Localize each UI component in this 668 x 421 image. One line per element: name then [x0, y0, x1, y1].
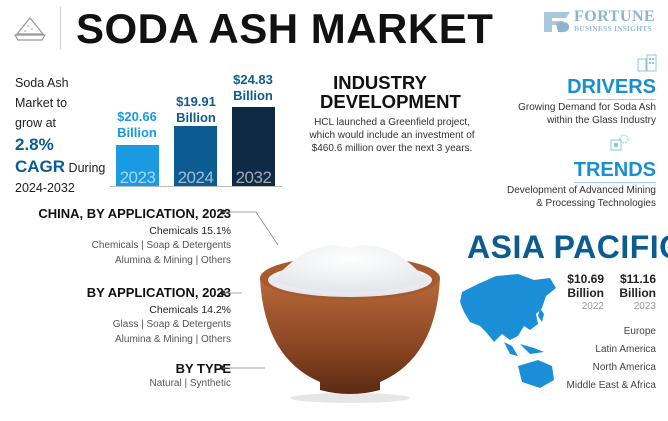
growth-line: Soda Ash: [15, 76, 69, 90]
application-categories: Alumina & Mining | Others: [115, 334, 231, 345]
bar-year-label: 2032: [235, 168, 272, 187]
region-value-2023: $11.16 Billion 2023: [619, 272, 656, 312]
logo-text: FORTUNE: [574, 8, 656, 25]
during-label: During: [68, 161, 106, 175]
cagr-value: 2.8%: [15, 135, 54, 154]
chip-gear-icon: [610, 134, 629, 151]
asia-pacific-map: [460, 274, 556, 388]
bar-year-label: 2024: [177, 168, 214, 187]
application-highlight: Chemicals 14.2%: [149, 304, 231, 316]
industry-development-title: INDUSTRY DEVELOPMENT: [320, 72, 461, 112]
drivers-text: Growing Demand for Soda Ash within the Gl…: [518, 102, 656, 126]
growth-line: grow at: [15, 116, 56, 130]
china-application-title: CHINA, BY APPLICATION, 2023: [38, 206, 231, 221]
type-categories: Natural | Synthetic: [149, 378, 231, 389]
factory-icon: [637, 54, 657, 72]
region-title: ASIA PACIFIC: [467, 229, 668, 265]
type-title: BY TYPE: [175, 361, 231, 376]
bar-2024: 2024: [174, 126, 217, 187]
drivers-heading: DRIVERS: [567, 76, 656, 100]
bar-value-label: $19.91 Billion: [176, 94, 216, 125]
region-value-2022: $10.69 Billion 2022: [567, 272, 604, 312]
page-title: SODA ASH MARKET: [76, 5, 494, 52]
bar-2032: 2032: [232, 107, 275, 187]
chart-baseline: [110, 186, 282, 187]
region-latin-america: Latin America: [595, 344, 656, 355]
trends-text: Development of Advanced Mining & Processi…: [507, 185, 656, 209]
bar-year-label: 2023: [119, 168, 156, 187]
application-categories: Glass | Soap & Detergents: [112, 319, 231, 330]
industry-development-text: HCL launched a Greenfield project, which…: [309, 117, 475, 154]
china-highlight: Chemicals 15.1%: [149, 225, 231, 237]
header-divider: [60, 7, 61, 49]
connector-lines: [220, 209, 279, 371]
fortune-logo-mark-icon: [544, 12, 570, 33]
growth-line: Market to: [15, 96, 68, 110]
region-europe: Europe: [623, 326, 656, 337]
logo-subtext: BUSINESS INSIGHTS: [574, 24, 652, 33]
cagr-period: 2024-2032: [15, 181, 75, 195]
growth-summary: Soda Ash Market to grow at 2.8% CAGR Dur…: [15, 73, 115, 198]
fortune-logo: FORTUNE BUSINESS INSIGHTS: [542, 8, 662, 36]
salt-pile-icon: [13, 17, 47, 41]
region-north-america: North America: [592, 362, 656, 373]
soda-ash-bowl-image: [260, 245, 440, 403]
region-middle-east-africa: Middle East & Africa: [566, 380, 656, 391]
china-categories: Chemicals | Soap & Detergents: [91, 240, 231, 251]
bar-2023: 2023: [116, 145, 159, 187]
cagr-label: CAGR: [15, 157, 66, 176]
trends-heading: TRENDS: [573, 159, 656, 183]
bar-value-label: $20.66 Billion: [117, 109, 157, 140]
bar-value-label: $24.83 Billion: [233, 72, 273, 103]
china-categories: Alumina & Mining | Others: [115, 255, 231, 266]
application-title: BY APPLICATION, 2023: [86, 285, 231, 300]
market-size-bar-chart: $20.66 Billion 2023 $19.91 Billion 2024 $2…: [110, 70, 285, 187]
